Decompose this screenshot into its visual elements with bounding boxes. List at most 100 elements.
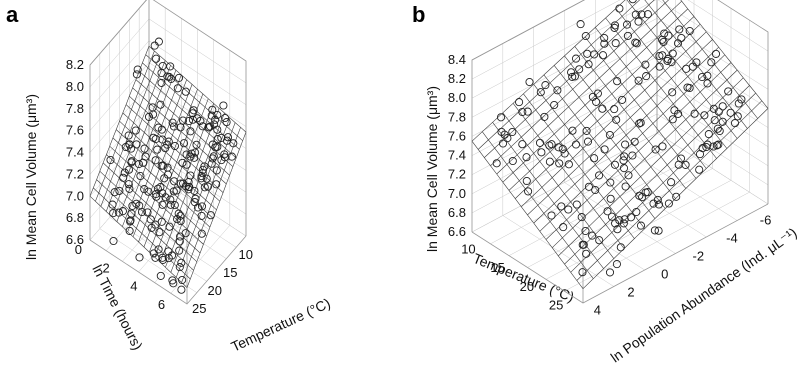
y-tick-label: 20 [208, 283, 222, 298]
data-point [695, 165, 704, 174]
data-point [158, 200, 167, 209]
data-point [584, 60, 593, 69]
data-point [188, 115, 197, 124]
data-point [143, 208, 152, 217]
fitted-surface-gridline [471, 141, 584, 289]
data-point [700, 111, 709, 120]
panel-b-chart: b ln Mean Cell Volume (μm³) Temperature … [412, 0, 800, 365]
data-point [628, 0, 637, 4]
data-point [641, 188, 650, 197]
data-point [197, 211, 206, 220]
data-point [631, 38, 640, 47]
fitted-surface-gridline [482, 131, 594, 279]
axis-box-edge [89, 0, 147, 66]
data-point [158, 135, 167, 144]
data-point [547, 140, 556, 149]
data-point [703, 140, 712, 149]
data-point [181, 87, 190, 96]
panel-a-z-axis-title: ln Mean Cell Volume (μm³) [23, 94, 39, 260]
data-point [718, 117, 727, 126]
data-point [132, 70, 141, 79]
data-point [643, 10, 652, 19]
data-point [176, 179, 185, 188]
data-point [668, 115, 677, 124]
data-point [578, 268, 587, 277]
fitted-surface-gridline [644, 0, 748, 129]
data-point [188, 109, 197, 118]
data-point [555, 159, 564, 168]
data-point [577, 213, 586, 222]
data-point [571, 54, 581, 63]
data-point [110, 188, 119, 197]
data-point [208, 105, 217, 114]
data-point [211, 143, 220, 152]
data-point [615, 4, 624, 13]
data-point [637, 10, 646, 19]
x-tick-label: 15 [490, 260, 504, 275]
data-point [733, 112, 742, 121]
data-point [157, 161, 166, 170]
data-point [164, 247, 173, 256]
data-point [165, 222, 174, 231]
data-point [170, 201, 179, 210]
data-point [182, 150, 191, 159]
y-tick-label: 25 [192, 301, 206, 316]
data-point [156, 100, 165, 109]
data-point [600, 39, 609, 48]
data-point [583, 49, 592, 58]
floor-gridline [139, 183, 237, 248]
data-point [578, 240, 587, 249]
data-point [559, 223, 568, 232]
data-point [718, 102, 727, 111]
data-point [613, 225, 622, 234]
fitted-surface-gridline [523, 93, 635, 239]
data-point [106, 155, 115, 165]
data-point [126, 216, 135, 225]
back-wall-gridline [471, 113, 769, 214]
z-tick-label: 7.8 [448, 109, 466, 124]
data-point [713, 124, 722, 133]
data-point [125, 140, 134, 149]
z-tick-label: 8.0 [66, 79, 84, 94]
data-point [154, 37, 163, 46]
floor-gridline [533, 198, 645, 271]
data-point [581, 226, 590, 236]
data-point [619, 164, 629, 173]
data-point [714, 140, 723, 149]
data-point [703, 79, 712, 88]
panel-b-letter: b [412, 2, 425, 27]
data-point [641, 60, 650, 69]
data-point [219, 101, 228, 110]
fitted-surface-gridline [574, 46, 687, 189]
y-tick-label: -4 [726, 231, 738, 246]
data-point [737, 95, 746, 104]
floor-gridline [129, 194, 227, 259]
data-point [536, 88, 545, 97]
data-point [582, 249, 591, 258]
data-point [191, 194, 200, 203]
data-point [144, 112, 154, 121]
data-point [588, 231, 597, 240]
data-point [147, 223, 156, 232]
data-point [151, 156, 160, 165]
data-point [222, 118, 231, 127]
data-point [173, 84, 182, 93]
data-point [157, 125, 166, 134]
data-point [203, 182, 213, 191]
data-point [152, 192, 161, 201]
y-tick-label: 2 [627, 285, 634, 300]
data-point [734, 99, 743, 108]
data-point [715, 126, 724, 136]
data-point [227, 152, 236, 161]
data-point [612, 260, 621, 269]
data-point [176, 123, 185, 132]
z-tick-label: 7.6 [448, 128, 466, 143]
y-tick-label: 10 [239, 247, 253, 262]
data-point [515, 98, 524, 107]
data-point [724, 87, 733, 96]
data-point [204, 123, 214, 132]
data-point [658, 51, 667, 60]
data-point [642, 72, 651, 81]
data-point [620, 215, 629, 224]
data-point [636, 118, 645, 127]
